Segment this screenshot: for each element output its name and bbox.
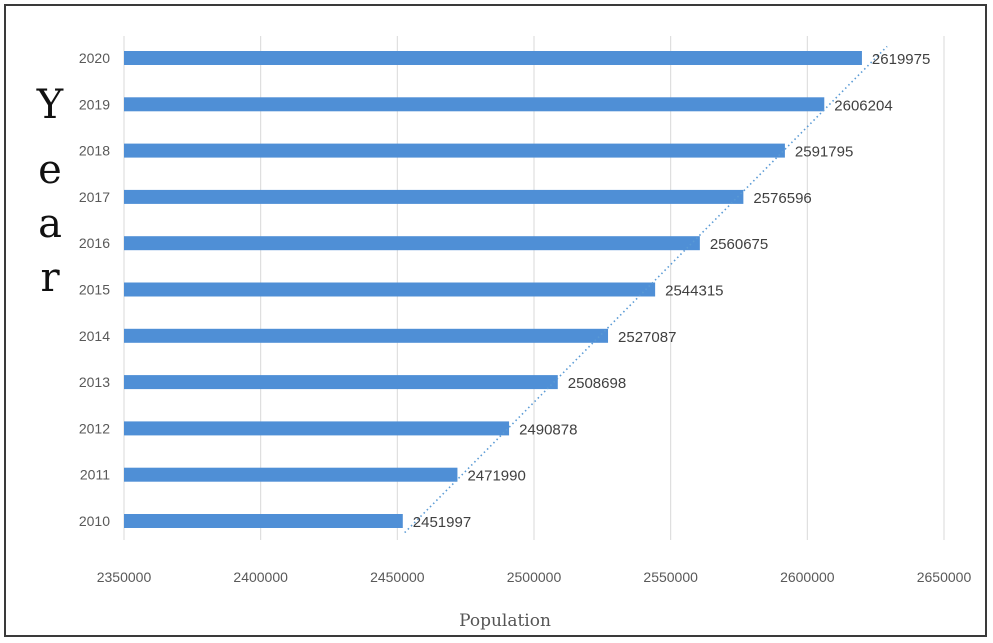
y-axis-title-letter: Y — [36, 82, 64, 128]
data-label: 2591795 — [795, 144, 853, 161]
x-tick-label: 2450000 — [370, 569, 425, 585]
bar-2014 — [124, 328, 609, 343]
y-tick-label: 2012 — [79, 420, 110, 436]
y-tick-label: 2015 — [79, 282, 110, 298]
y-axis-title-letter: r — [40, 255, 60, 301]
y-tick-label: 2014 — [79, 328, 110, 344]
bar-2020 — [124, 51, 862, 65]
gridlines — [123, 36, 945, 540]
x-tick-label: 2400000 — [233, 569, 288, 585]
y-tick-labels: 2010 2011 2012 2013 2014 2015 2016 2017 2018 2019… — [79, 50, 110, 529]
y-tick-label: 2018 — [79, 143, 110, 159]
bar-2013 — [124, 375, 558, 390]
x-tick-label: 2600000 — [780, 569, 835, 585]
y-axis-title-letter: a — [38, 201, 62, 247]
y-tick-label: 2010 — [79, 513, 110, 529]
bar-2016 — [124, 236, 700, 251]
bar-2019 — [124, 97, 825, 112]
x-tick-label: 2350000 — [97, 569, 152, 585]
bar-2012 — [124, 421, 510, 436]
x-tick-label: 2550000 — [643, 569, 698, 585]
trendline-path — [404, 45, 888, 534]
data-label: 2544315 — [665, 283, 723, 300]
bar-2015 — [124, 282, 656, 297]
data-label: 2576596 — [753, 190, 811, 207]
bar-2017 — [124, 189, 744, 204]
data-label: 2508698 — [568, 375, 626, 392]
y-tick-label: 2013 — [79, 374, 110, 390]
y-axis-title-letter: e — [38, 147, 62, 193]
y-tick-label: 2019 — [79, 96, 110, 112]
y-tick-label: 2011 — [80, 467, 110, 483]
y-tick-label: 2017 — [79, 189, 110, 205]
data-label: 2619975 — [872, 51, 930, 68]
y-tick-label: 2016 — [79, 235, 110, 251]
x-axis-title: Population — [459, 611, 551, 631]
trendline — [404, 45, 888, 534]
y-tick-label: 2020 — [79, 50, 110, 66]
data-label: 2451997 — [413, 514, 471, 531]
x-tick-label: 2500000 — [507, 569, 562, 585]
data-label: 2606204 — [834, 97, 892, 114]
data-labels: 2451997 2471990 2490878 2508698 2527087 25443… — [413, 51, 931, 531]
bar-2011 — [124, 467, 458, 482]
x-tick-label: 2650000 — [917, 569, 972, 585]
data-label: 2471990 — [467, 468, 525, 485]
data-label: 2560675 — [710, 236, 768, 253]
data-label: 2490878 — [519, 421, 577, 438]
bars — [124, 51, 862, 528]
bar-2010 — [124, 514, 403, 528]
data-label: 2527087 — [618, 329, 676, 346]
x-tick-labels: 2350000 2400000 2450000 2500000 2550000 26000… — [97, 569, 972, 585]
bar-2018 — [124, 143, 785, 158]
